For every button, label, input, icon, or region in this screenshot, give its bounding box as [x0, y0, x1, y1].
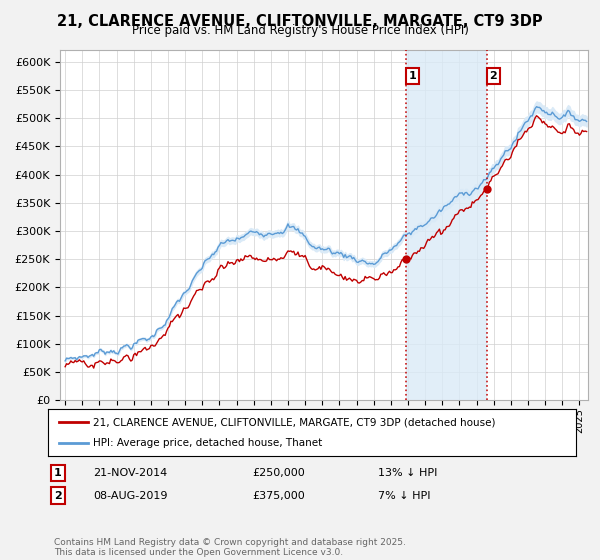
Text: 7% ↓ HPI: 7% ↓ HPI	[378, 491, 431, 501]
Bar	[406, 50, 487, 400]
Text: 1: 1	[54, 468, 62, 478]
Text: Price paid vs. HM Land Registry's House Price Index (HPI): Price paid vs. HM Land Registry's House …	[131, 24, 469, 36]
Text: 21, CLARENCE AVENUE, CLIFTONVILLE, MARGATE, CT9 3DP (detached house): 21, CLARENCE AVENUE, CLIFTONVILLE, MARGA…	[93, 417, 496, 427]
Text: 2: 2	[490, 71, 497, 81]
Text: 13% ↓ HPI: 13% ↓ HPI	[378, 468, 437, 478]
Text: £250,000: £250,000	[252, 468, 305, 478]
Text: 2: 2	[54, 491, 62, 501]
Text: £375,000: £375,000	[252, 491, 305, 501]
Text: 21-NOV-2014: 21-NOV-2014	[93, 468, 167, 478]
Text: 21, CLARENCE AVENUE, CLIFTONVILLE, MARGATE, CT9 3DP: 21, CLARENCE AVENUE, CLIFTONVILLE, MARGA…	[57, 14, 543, 29]
Text: 1: 1	[409, 71, 416, 81]
Text: HPI: Average price, detached house, Thanet: HPI: Average price, detached house, Than…	[93, 438, 322, 448]
Text: Contains HM Land Registry data © Crown copyright and database right 2025.
This d: Contains HM Land Registry data © Crown c…	[54, 538, 406, 557]
Text: 08-AUG-2019: 08-AUG-2019	[93, 491, 167, 501]
